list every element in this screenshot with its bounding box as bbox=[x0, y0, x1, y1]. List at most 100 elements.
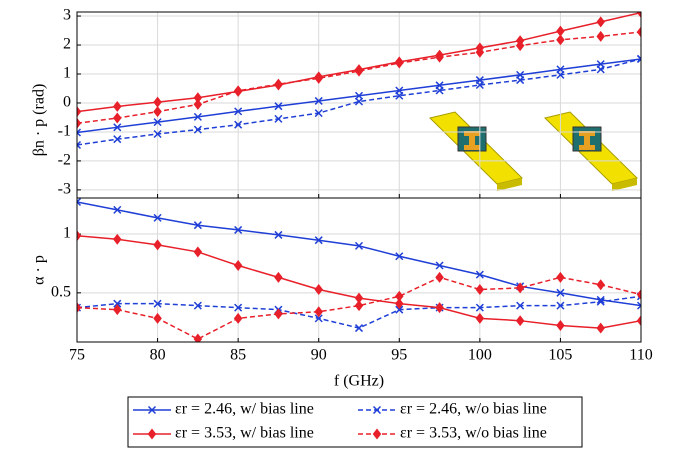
x-tick-label: 105 bbox=[548, 347, 572, 364]
y-tick-label: 0.5 bbox=[51, 284, 71, 301]
x-tick-label: 95 bbox=[391, 347, 407, 364]
marker bbox=[636, 54, 641, 63]
marker bbox=[234, 225, 243, 234]
marker bbox=[596, 65, 605, 74]
marker bbox=[113, 205, 122, 214]
marker bbox=[314, 109, 323, 118]
legend bbox=[127, 396, 583, 448]
marker bbox=[354, 300, 364, 312]
marker bbox=[193, 125, 202, 134]
marker bbox=[193, 221, 202, 230]
legend-label: εr = 3.53, w/ bias line bbox=[175, 425, 314, 442]
marker bbox=[77, 198, 82, 207]
marker bbox=[354, 324, 364, 333]
marker bbox=[354, 97, 364, 106]
marker bbox=[233, 260, 243, 272]
marker bbox=[153, 118, 162, 127]
marker bbox=[193, 112, 202, 121]
x-tick-label: 90 bbox=[311, 347, 327, 364]
marker bbox=[153, 106, 162, 118]
marker bbox=[274, 308, 283, 320]
x-axis-label: f (GHz) bbox=[334, 373, 384, 390]
marker bbox=[314, 236, 323, 245]
series-line bbox=[77, 235, 641, 329]
marker bbox=[556, 70, 565, 79]
x-tick-label: 80 bbox=[150, 347, 166, 364]
marker bbox=[113, 135, 122, 144]
marker bbox=[596, 30, 605, 42]
y-tick-label: 3 bbox=[63, 7, 71, 24]
marker bbox=[113, 233, 122, 245]
plot-area bbox=[77, 198, 641, 342]
y-tick-label: 1 bbox=[63, 65, 71, 82]
marker bbox=[77, 128, 82, 137]
marker bbox=[147, 405, 157, 415]
marker bbox=[153, 129, 162, 139]
marker bbox=[234, 303, 243, 312]
marker bbox=[395, 298, 404, 310]
marker bbox=[556, 301, 565, 310]
marker bbox=[596, 16, 605, 28]
marker bbox=[314, 306, 323, 318]
marker bbox=[153, 299, 162, 308]
marker bbox=[636, 289, 641, 301]
marker bbox=[475, 312, 485, 324]
marker bbox=[372, 405, 382, 415]
series-line bbox=[77, 201, 641, 307]
marker bbox=[77, 230, 82, 242]
marker bbox=[153, 96, 162, 108]
marker bbox=[515, 315, 525, 327]
plot-area bbox=[77, 12, 641, 150]
marker bbox=[556, 288, 565, 297]
x-tick-label: 110 bbox=[629, 347, 652, 364]
marker bbox=[234, 120, 243, 129]
marker bbox=[77, 117, 82, 129]
legend-label: εr = 2.46, w/o bias line bbox=[400, 401, 547, 418]
marker bbox=[233, 85, 243, 97]
marker bbox=[234, 107, 243, 116]
legend-label: εr = 2.46, w/ bias line bbox=[175, 401, 314, 418]
marker bbox=[556, 320, 565, 332]
marker bbox=[113, 123, 122, 132]
marker bbox=[435, 271, 444, 283]
marker bbox=[596, 297, 605, 306]
marker bbox=[515, 282, 525, 294]
marker bbox=[636, 26, 641, 38]
marker bbox=[354, 241, 364, 250]
marker bbox=[475, 284, 485, 295]
y-tick-label: 1 bbox=[63, 225, 71, 242]
marker bbox=[395, 57, 404, 69]
y-tick-label: -1 bbox=[58, 123, 71, 140]
x-tick-label: 100 bbox=[468, 347, 492, 364]
series-line bbox=[77, 12, 641, 113]
x-tick-label: 85 bbox=[230, 347, 246, 364]
series-line bbox=[77, 276, 641, 340]
marker bbox=[193, 246, 203, 258]
marker bbox=[515, 40, 525, 52]
marker bbox=[113, 112, 122, 124]
marker bbox=[314, 284, 323, 295]
marker bbox=[636, 12, 641, 19]
marker bbox=[274, 114, 283, 123]
marker bbox=[153, 312, 162, 324]
marker bbox=[435, 302, 444, 314]
marker bbox=[153, 213, 162, 222]
marker bbox=[193, 333, 203, 342]
y-axis-label: βn · p (rad) bbox=[31, 84, 48, 157]
marker bbox=[516, 301, 525, 310]
marker bbox=[395, 252, 404, 261]
marker bbox=[274, 78, 283, 90]
marker bbox=[113, 304, 122, 316]
marker bbox=[274, 102, 283, 111]
y-axis-label: α · p bbox=[31, 255, 48, 285]
series-line bbox=[77, 31, 641, 124]
marker bbox=[147, 428, 157, 440]
marker bbox=[274, 271, 283, 283]
marker bbox=[77, 302, 82, 314]
marker bbox=[77, 140, 82, 150]
marker bbox=[435, 86, 444, 95]
marker bbox=[516, 76, 525, 85]
marker bbox=[193, 301, 202, 310]
marker bbox=[314, 314, 323, 323]
